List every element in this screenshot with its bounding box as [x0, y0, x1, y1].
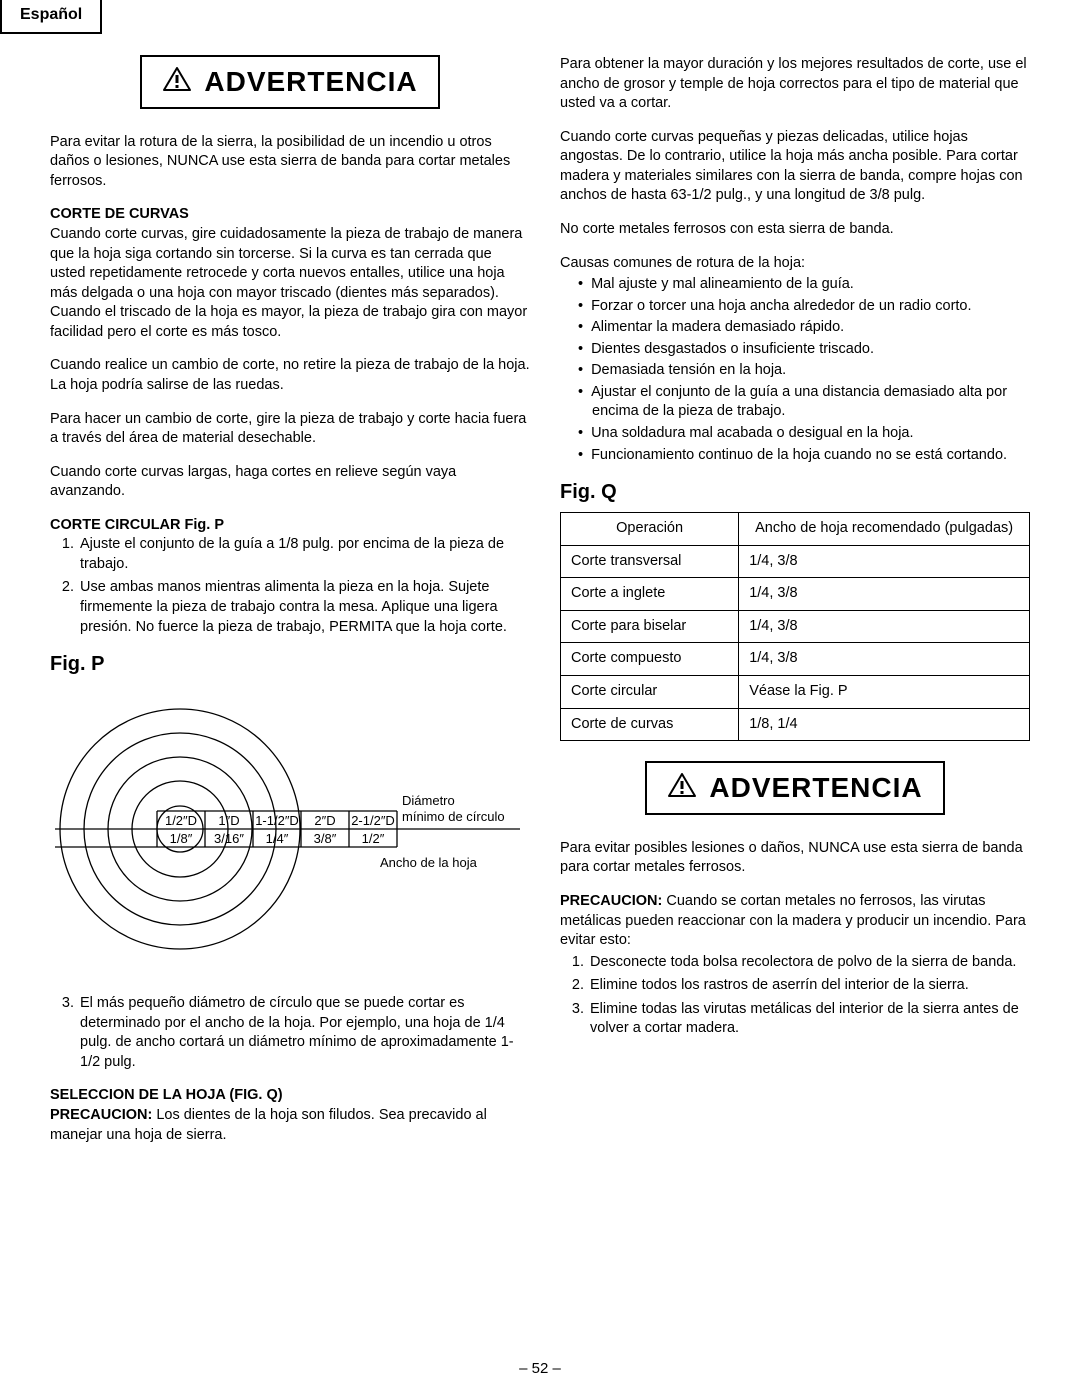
right-column: Para obtener la mayor duración y los mej…	[560, 55, 1030, 1159]
svg-text:1/4″: 1/4″	[266, 831, 289, 846]
figq-title: Fig. Q	[560, 479, 1030, 506]
svg-text:1/8″: 1/8″	[170, 831, 193, 846]
cause-item: Alimentar la madera demasiado rápido.	[578, 318, 1030, 338]
figq-table: Operación Ancho de hoja recomendado (pul…	[560, 512, 1030, 741]
prec2-item: Desconecte toda bolsa recolectora de pol…	[588, 953, 1030, 973]
svg-text:1/2″D: 1/2″D	[165, 813, 197, 828]
warning-box-2: ADVERTENCIA	[645, 761, 944, 815]
precaucion-label-1: PRECAUCION:	[50, 1107, 152, 1123]
curvas-heading: CORTE DE CURVAS	[50, 205, 530, 225]
curvas-p2: Cuando realice un cambio de corte, no re…	[50, 356, 530, 395]
circular-heading: CORTE CIRCULAR Fig. P	[50, 516, 530, 536]
cause-item: Mal ajuste y mal alineamiento de la guía…	[578, 275, 1030, 295]
table-row: Corte transversal1/4, 3/8	[561, 545, 1030, 578]
causes-list: Mal ajuste y mal alineamiento de la guía…	[560, 275, 1030, 465]
table-cell: 1/4, 3/8	[739, 578, 1030, 611]
warning-label-1: ADVERTENCIA	[204, 63, 417, 101]
warning-triangle-icon	[667, 772, 697, 805]
table-cell: 1/4, 3/8	[739, 610, 1030, 643]
table-row: Corte circularVéase la Fig. P	[561, 675, 1030, 708]
svg-text:Ancho de la hoja: Ancho de la hoja	[380, 855, 478, 870]
svg-text:mínimo de círculo: mínimo de círculo	[402, 809, 505, 824]
seleccion-heading: SELECCION DE LA HOJA (FIG. Q)	[50, 1086, 530, 1106]
table-cell: 1/4, 3/8	[739, 643, 1030, 676]
warning-label-2: ADVERTENCIA	[709, 769, 922, 807]
svg-text:Diámetro: Diámetro	[402, 793, 455, 808]
seleccion-precaucion: PRECAUCION: Los dientes de la hoja son f…	[50, 1106, 530, 1145]
language-tab: Español	[0, 0, 102, 34]
svg-text:2″D: 2″D	[314, 813, 335, 828]
table-cell: Corte circular	[561, 675, 739, 708]
cause-item: Ajustar el conjunto de la guía a una dis…	[578, 383, 1030, 422]
prec2-list: Desconecte toda bolsa recolectora de pol…	[560, 953, 1030, 1039]
figp-diagram: 1/2″D 1/8″ 1″D 3/16″ 1-1/2″D 1/4″ 2″D 3/8″ 2-1/2…	[50, 684, 530, 984]
circular-li1: Ajuste el conjunto de la guía a 1/8 pulg…	[78, 535, 530, 574]
table-row: Corte de curvas1/8, 1/4	[561, 708, 1030, 741]
content-columns: ADVERTENCIA Para evitar la rotura de la …	[50, 0, 1030, 1159]
svg-text:3/16″: 3/16″	[214, 831, 244, 846]
table-row: Corte compuesto1/4, 3/8	[561, 643, 1030, 676]
cause-item: Funcionamiento continuo de la hoja cuand…	[578, 446, 1030, 466]
right-p4: Causas comunes de rotura de la hoja:	[560, 254, 1030, 274]
table-cell: Corte de curvas	[561, 708, 739, 741]
page-number: – 52 –	[0, 1360, 1080, 1377]
curvas-p1: Cuando corte curvas, gire cuidadosamente…	[50, 225, 530, 342]
cause-item: Dientes desgastados o insuficiente trisc…	[578, 340, 1030, 360]
circular-list-12: Ajuste el conjunto de la guía a 1/8 pulg…	[50, 535, 530, 637]
table-cell: Corte para biselar	[561, 610, 739, 643]
table-cell: Corte transversal	[561, 545, 739, 578]
svg-text:3/8″: 3/8″	[314, 831, 337, 846]
table-cell: Corte a inglete	[561, 578, 739, 611]
prec2-item: Elimine todas las virutas metálicas del …	[588, 1000, 1030, 1039]
precaucion-label-2: PRECAUCION:	[560, 893, 662, 909]
left-column: ADVERTENCIA Para evitar la rotura de la …	[50, 55, 530, 1159]
cause-item: Demasiada tensión en la hoja.	[578, 361, 1030, 381]
right-p2: Cuando corte curvas pequeñas y piezas de…	[560, 128, 1030, 206]
svg-text:1″D: 1″D	[218, 813, 239, 828]
precaucion2-paragraph: PRECAUCION: Cuando se cortan metales no …	[560, 892, 1030, 951]
figq-header-row: Operación Ancho de hoja recomendado (pul…	[561, 513, 1030, 546]
warning-box-1: ADVERTENCIA	[140, 55, 439, 109]
table-row: Corte a inglete1/4, 3/8	[561, 578, 1030, 611]
figp-title: Fig. P	[50, 651, 530, 678]
cause-item: Una soldadura mal acabada o desigual en …	[578, 424, 1030, 444]
prec2-item: Elimine todos los rastros de aserrín del…	[588, 976, 1030, 996]
table-cell: Véase la Fig. P	[739, 675, 1030, 708]
page: Español ADVERTENCIA Para evitar la rotur…	[0, 0, 1080, 1397]
warn1-paragraph: Para evitar la rotura de la sierra, la p…	[50, 133, 530, 192]
figq-col1: Operación	[561, 513, 739, 546]
figq-col2: Ancho de hoja recomendado (pulgadas)	[739, 513, 1030, 546]
svg-text:1/2″: 1/2″	[362, 831, 385, 846]
table-cell: 1/8, 1/4	[739, 708, 1030, 741]
right-p3: No corte metales ferrosos con esta sierr…	[560, 220, 1030, 240]
curvas-p4: Cuando corte curvas largas, haga cortes …	[50, 463, 530, 502]
circular-li2: Use ambas manos mientras alimenta la pie…	[78, 578, 530, 637]
warning-triangle-icon	[162, 66, 192, 99]
svg-text:2-1/2″D: 2-1/2″D	[351, 813, 395, 828]
warning-box-2-wrap: ADVERTENCIA	[560, 761, 1030, 829]
table-cell: 1/4, 3/8	[739, 545, 1030, 578]
table-row: Corte para biselar1/4, 3/8	[561, 610, 1030, 643]
cause-item: Forzar o torcer una hoja ancha alrededor…	[578, 297, 1030, 317]
table-cell: Corte compuesto	[561, 643, 739, 676]
circular-li3: El más pequeño diámetro de círculo que s…	[78, 994, 530, 1072]
curvas-p3: Para hacer un cambio de corte, gire la p…	[50, 410, 530, 449]
warn2-paragraph: Para evitar posibles lesiones o daños, N…	[560, 839, 1030, 878]
svg-text:1-1/2″D: 1-1/2″D	[255, 813, 299, 828]
warning-box-1-wrap: ADVERTENCIA	[50, 55, 530, 123]
circular-list-3: El más pequeño diámetro de círculo que s…	[50, 994, 530, 1072]
right-p1: Para obtener la mayor duración y los mej…	[560, 55, 1030, 114]
